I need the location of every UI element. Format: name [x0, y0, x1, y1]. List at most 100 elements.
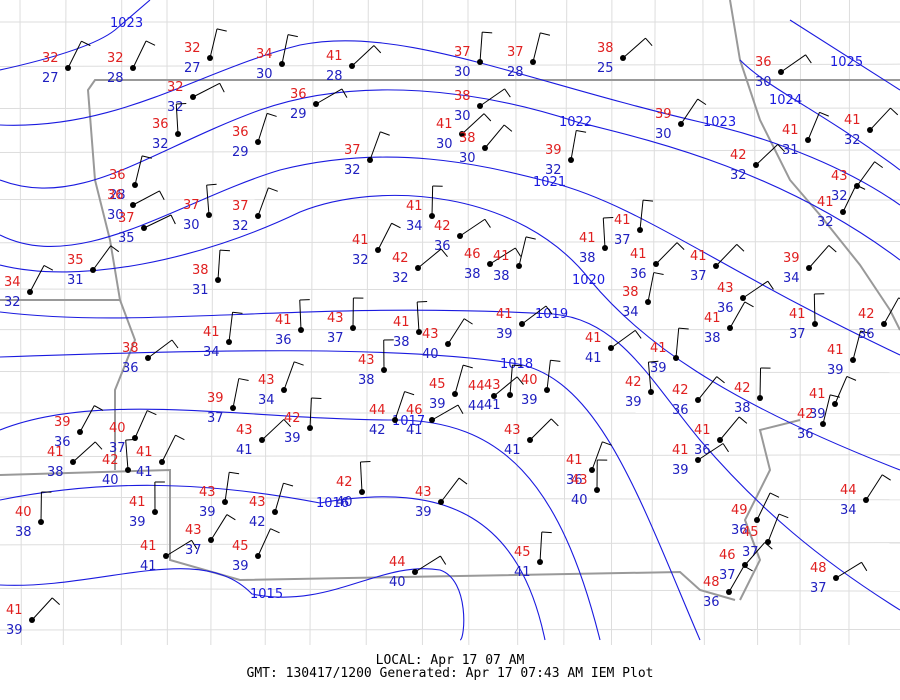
wind-shaft [134, 155, 143, 186]
isobar-label: 1017 [392, 414, 425, 429]
station-dot [527, 437, 533, 443]
wind-shaft [719, 416, 740, 441]
wind-barb [545, 305, 553, 315]
station-dot [491, 393, 497, 399]
dew-point: 39 [429, 397, 446, 412]
temperature: 42 [858, 307, 875, 322]
wind-barb [777, 144, 786, 152]
dew-point: 35 [118, 231, 135, 246]
temperature: 42 [102, 453, 119, 468]
wind-shaft [132, 40, 147, 69]
wind-shaft [72, 441, 96, 463]
temperature: 43 [717, 281, 734, 296]
wind-barb [860, 330, 871, 334]
temperature: 36 [152, 117, 169, 132]
temperature: 48 [703, 575, 720, 590]
station-dot [272, 509, 278, 515]
temperature: 44 [840, 483, 857, 498]
dew-point: 39 [625, 395, 642, 410]
temperature: 45 [742, 525, 759, 540]
dew-point: 32 [232, 219, 249, 234]
state-border [739, 419, 801, 601]
dew-point: 29 [232, 145, 249, 160]
wind-barb [645, 37, 653, 47]
wind-barb [642, 199, 654, 202]
wind-barb [380, 131, 390, 136]
wind-barb [678, 327, 689, 330]
station-dot [38, 519, 44, 525]
dew-point: 37 [109, 441, 126, 456]
wind-shaft [257, 187, 269, 217]
wind-shaft [697, 376, 718, 401]
station-dot [589, 467, 595, 473]
wind-shaft [865, 474, 883, 501]
temperature: 48 [810, 561, 827, 576]
station-dot [806, 265, 812, 271]
dew-point: 38 [704, 331, 721, 346]
dew-point: 37 [789, 327, 806, 342]
temperature: 37 [118, 211, 135, 226]
dew-point: 32 [730, 168, 747, 183]
wind-shaft [417, 248, 442, 269]
station-dot [222, 499, 228, 505]
wind-barb [43, 265, 54, 271]
station-dot [812, 321, 818, 327]
station-dot [215, 277, 221, 283]
wind-barb [462, 364, 473, 369]
state-lines [0, 0, 900, 601]
temperature: 41 [393, 315, 410, 330]
dew-point: 37 [185, 543, 202, 558]
wind-barb [525, 236, 536, 240]
wind-shaft [454, 364, 464, 395]
wind-shaft [224, 472, 230, 503]
isobar [0, 156, 900, 356]
wind-shaft [416, 302, 420, 333]
wind-barb [482, 31, 493, 34]
dew-point: 38 [393, 335, 410, 350]
wind-shaft [655, 242, 678, 265]
station-dot [740, 295, 746, 301]
wind-shaft [210, 514, 228, 541]
wind-shaft [639, 200, 644, 231]
station-dot [695, 397, 701, 403]
wind-shaft [546, 360, 551, 391]
station-dot [307, 425, 313, 431]
wind-barb [145, 40, 156, 46]
dew-point: 38 [734, 401, 751, 416]
wind-shaft [228, 312, 234, 343]
temperature: 41 [844, 113, 861, 128]
temperature: 43 [415, 485, 432, 500]
temperature: 43 [571, 473, 588, 488]
wind-shaft [484, 124, 505, 149]
station-dot [90, 267, 96, 273]
wind-barb [171, 339, 179, 349]
station-dot [175, 131, 181, 137]
station-dot [416, 329, 422, 335]
temperature: 41 [6, 603, 23, 618]
dew-point: 40 [102, 473, 119, 488]
wind-shaft [274, 483, 284, 513]
station-dot [713, 263, 719, 269]
temperature: 37 [183, 198, 200, 213]
station-dot [757, 395, 763, 401]
temperature: 41 [809, 387, 826, 402]
temperature: 41 [827, 343, 844, 358]
station-dot [77, 429, 83, 435]
temperature: 38 [597, 41, 614, 56]
